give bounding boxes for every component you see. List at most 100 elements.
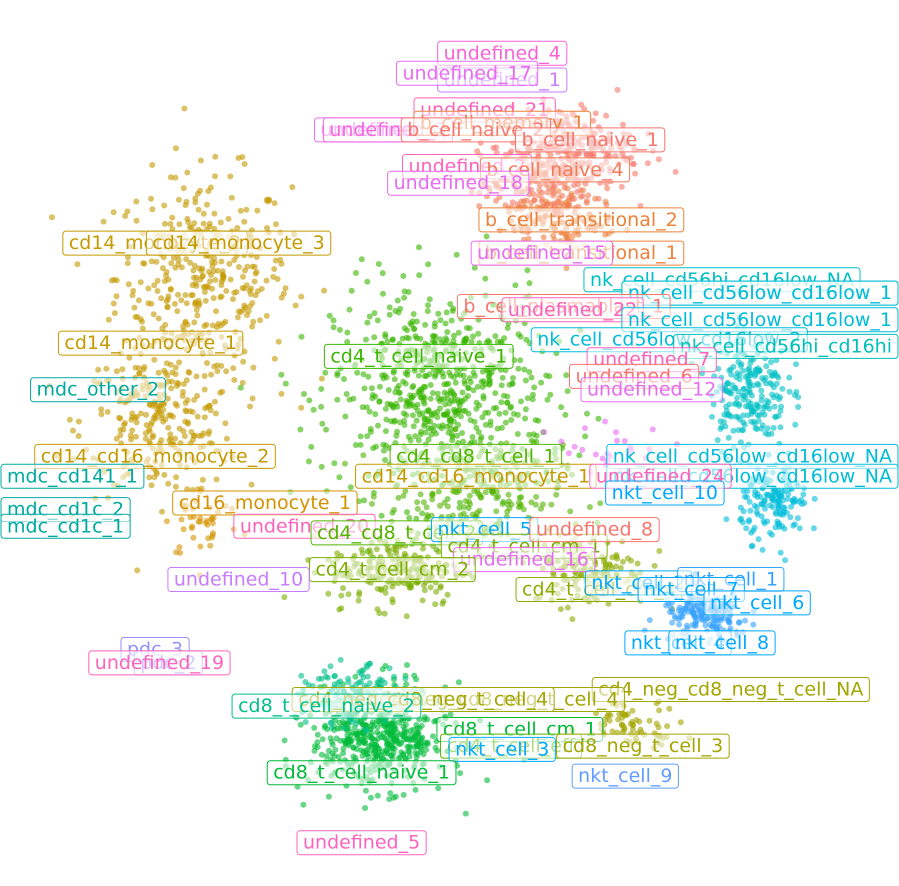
scatter-point: [741, 493, 748, 500]
scatter-point: [759, 501, 765, 508]
scatter-point: [365, 373, 372, 380]
scatter-point: [350, 744, 357, 751]
scatter-point: [195, 206, 202, 213]
scatter-point: [563, 199, 570, 206]
scatter-point: [204, 521, 211, 528]
scatter-point: [571, 443, 578, 450]
scatter-point: [206, 220, 213, 227]
scatter-point: [672, 168, 679, 175]
scatter-point: [490, 405, 497, 412]
scatter-point: [776, 520, 783, 527]
scatter-point: [275, 338, 282, 345]
scatter-point: [435, 488, 442, 495]
scatter-point: [66, 416, 73, 423]
scatter-point: [452, 488, 459, 495]
scatter-point: [397, 396, 404, 403]
scatter-point: [421, 420, 428, 427]
scatter-point: [564, 388, 571, 395]
scatter-point: [230, 365, 237, 372]
scatter-point: [726, 401, 733, 408]
scatter-point: [452, 426, 459, 433]
scatter-point: [74, 261, 81, 268]
scatter-point: [234, 314, 241, 321]
scatter-point: [538, 505, 544, 512]
scatter-point: [422, 429, 429, 436]
cluster-label: mdc_cd141_1: [0, 463, 145, 489]
scatter-point: [653, 720, 660, 727]
scatter-point: [532, 417, 539, 424]
scatter-point: [227, 276, 234, 283]
scatter-point: [180, 381, 187, 388]
cluster-label: undefined_10: [167, 567, 310, 593]
scatter-point: [750, 621, 757, 628]
scatter-point: [710, 401, 717, 408]
scatter-point: [455, 679, 462, 686]
scatter-point: [251, 278, 258, 285]
scatter-point: [468, 338, 475, 345]
scatter-point: [161, 278, 168, 285]
scatter-point: [344, 339, 351, 345]
scatter-point: [360, 452, 367, 459]
scatter-point: [664, 723, 671, 730]
scatter-point: [408, 394, 415, 401]
cluster-label: cd4_neg_cd8_neg_t_cell_NA: [591, 676, 870, 702]
scatter-point: [373, 443, 379, 450]
scatter-point: [676, 604, 683, 611]
scatter-point: [381, 447, 387, 454]
scatter-point: [446, 417, 453, 424]
scatter-point: [569, 616, 576, 623]
scatter-point: [321, 287, 328, 294]
scatter-point: [387, 552, 394, 559]
scatter-point: [249, 395, 256, 402]
scatter-point: [382, 457, 389, 463]
scatter-point: [424, 741, 431, 747]
scatter-point: [379, 270, 386, 277]
scatter-point: [75, 418, 82, 425]
scatter-point: [569, 232, 576, 239]
scatter-point: [172, 364, 179, 371]
cluster-label: mdc_cd1c_1: [0, 513, 131, 539]
scatter-point: [298, 404, 305, 411]
cluster-label: nkt_cell_6: [703, 590, 811, 616]
scatter-point: [578, 101, 585, 108]
scatter-point: [148, 195, 154, 202]
scatter-point: [451, 332, 457, 339]
scatter-point: [482, 275, 489, 282]
scatter-point: [732, 385, 739, 392]
scatter-point: [362, 726, 369, 733]
scatter-point: [380, 290, 386, 297]
scatter-point: [207, 184, 214, 191]
scatter-point: [613, 429, 619, 436]
scatter-point: [167, 431, 174, 438]
cluster-label-text: cd14_monocyte_3: [152, 232, 324, 254]
scatter-point: [532, 501, 539, 508]
scatter-point: [584, 410, 590, 417]
scatter-point: [413, 318, 420, 325]
scatter-point: [465, 410, 472, 417]
scatter-point: [134, 567, 141, 574]
scatter-point: [764, 518, 771, 525]
scatter-point: [364, 278, 371, 285]
scatter-point: [401, 422, 408, 428]
scatter-point: [360, 371, 367, 378]
scatter-point: [318, 386, 325, 392]
scatter-point: [389, 336, 396, 343]
scatter-point: [452, 379, 459, 386]
scatter-point: [441, 499, 448, 506]
scatter-point: [540, 234, 547, 241]
cluster-label-text: cd14_cd16_monocyte_1: [362, 465, 591, 487]
cluster-label-text: nkt_cell_9: [578, 765, 672, 787]
scatter-point: [364, 319, 371, 326]
scatter-point: [459, 430, 466, 436]
scatter-point: [360, 666, 367, 673]
scatter-point: [437, 317, 444, 324]
scatter-point: [557, 606, 564, 613]
scatter-point: [618, 183, 625, 190]
scatter-point: [297, 426, 304, 433]
scatter-point: [479, 368, 486, 375]
cluster-label-text: mdc_cd141_1: [7, 465, 138, 487]
scatter-point: [407, 320, 414, 327]
scatter-point: [412, 786, 419, 793]
scatter-point: [148, 482, 155, 489]
scatter-point: [110, 300, 117, 307]
